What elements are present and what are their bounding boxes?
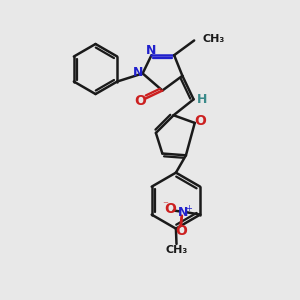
Text: N: N <box>146 44 156 57</box>
Text: N: N <box>132 66 143 79</box>
Text: ⁻: ⁻ <box>162 200 168 210</box>
Text: CH₃: CH₃ <box>165 245 188 255</box>
Text: O: O <box>164 202 176 216</box>
Text: O: O <box>175 224 187 238</box>
Text: N: N <box>178 206 188 219</box>
Text: O: O <box>195 114 207 128</box>
Text: CH₃: CH₃ <box>202 34 225 44</box>
Text: O: O <box>134 94 146 108</box>
Text: +: + <box>185 204 192 213</box>
Text: H: H <box>196 93 207 106</box>
